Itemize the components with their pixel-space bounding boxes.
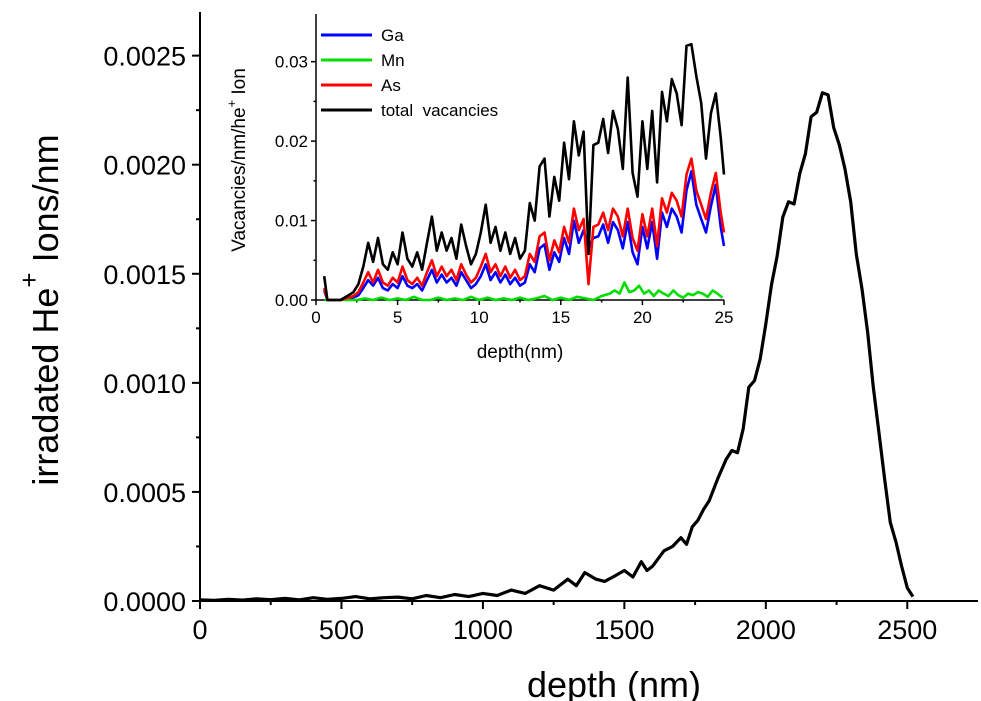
inset-x-tick-label: 15 (551, 308, 570, 327)
inset-y-axis-label-text: Vacancies/nm/he (229, 107, 250, 251)
inset-y-tick-label: 0.00 (275, 291, 308, 310)
inset-series-line-ga (322, 170, 726, 302)
main-series-line-0 (199, 91, 915, 602)
inset-y-axis-label-superscript: + (224, 100, 239, 108)
inset-x-tick-label: 20 (633, 308, 652, 327)
main-y-axis-label-text: irradated He (25, 288, 66, 486)
inset-series-line-mn (324, 281, 724, 302)
legend-label-total-vacancies: total vacancies (381, 101, 498, 120)
main-y-axis-label-superscript: + (14, 272, 44, 287)
main-x-ticks: 0 500 1000 1500 2000 2500 (192, 601, 937, 645)
inset-series-line-as (322, 157, 726, 302)
inset-x-tick-label: 10 (470, 308, 489, 327)
legend-label-as: As (381, 76, 401, 95)
inset-legend: Ga Mn As total vacancies (321, 26, 498, 120)
inset-series-line-total-vacancies (322, 42, 726, 302)
main-y-ticks: 0.0000 0.0005 0.0010 0.0015 0.0020 0.0025 (103, 42, 200, 617)
legend-label-mn: Mn (381, 51, 405, 70)
main-x-tick-label: 500 (319, 615, 364, 645)
inset-y-tick-label: 0.01 (275, 212, 308, 231)
inset-x-axis-label: depth(nm) (477, 342, 564, 363)
inset-series (322, 42, 726, 302)
inset-y-axis-label: Vacancies/nm/he+ Ion (224, 68, 250, 252)
main-y-tick-label: 0.0020 (103, 151, 186, 181)
main-y-axis-label: irradated He+ Ions/nm (14, 134, 66, 485)
inset-x-tick-label: 25 (715, 308, 734, 327)
main-y-axis-label-tail: Ions/nm (25, 134, 66, 272)
main-x-tick-label: 0 (192, 615, 207, 645)
inset-y-tick-label: 0.02 (275, 132, 308, 151)
main-x-tick-label: 2500 (877, 615, 937, 645)
main-y-tick-label: 0.0015 (103, 260, 186, 290)
inset-y-ticks: 0.00 0.01 0.02 0.03 (275, 53, 316, 310)
inset-y-axis-label-tail: Ion (229, 68, 250, 100)
main-x-tick-label: 2000 (736, 615, 796, 645)
inset-y-tick-label: 0.03 (275, 53, 308, 72)
main-x-axis-label: depth (nm) (527, 664, 701, 701)
inset-x-ticks: 0 5 10 15 20 25 (311, 300, 733, 327)
main-y-tick-label: 0.0000 (103, 587, 186, 617)
main-series (199, 91, 915, 602)
main-x-tick-label: 1500 (594, 615, 654, 645)
main-y-tick-label: 0.0005 (103, 478, 186, 508)
main-x-tick-label: 1000 (453, 615, 513, 645)
main-y-tick-label: 0.0025 (103, 42, 186, 72)
main-y-tick-label: 0.0010 (103, 369, 186, 399)
inset-x-tick-label: 0 (311, 308, 320, 327)
inset-x-tick-label: 5 (393, 308, 402, 327)
legend-label-ga: Ga (381, 26, 404, 45)
main-plot: 0 500 1000 1500 2000 2500 0.00000.00050.00100… (14, 12, 978, 701)
inset-plot: 0 5 10 15 20 25 0.00 0.01 0.02 0.03 Ga Mn As total … (224, 14, 733, 363)
